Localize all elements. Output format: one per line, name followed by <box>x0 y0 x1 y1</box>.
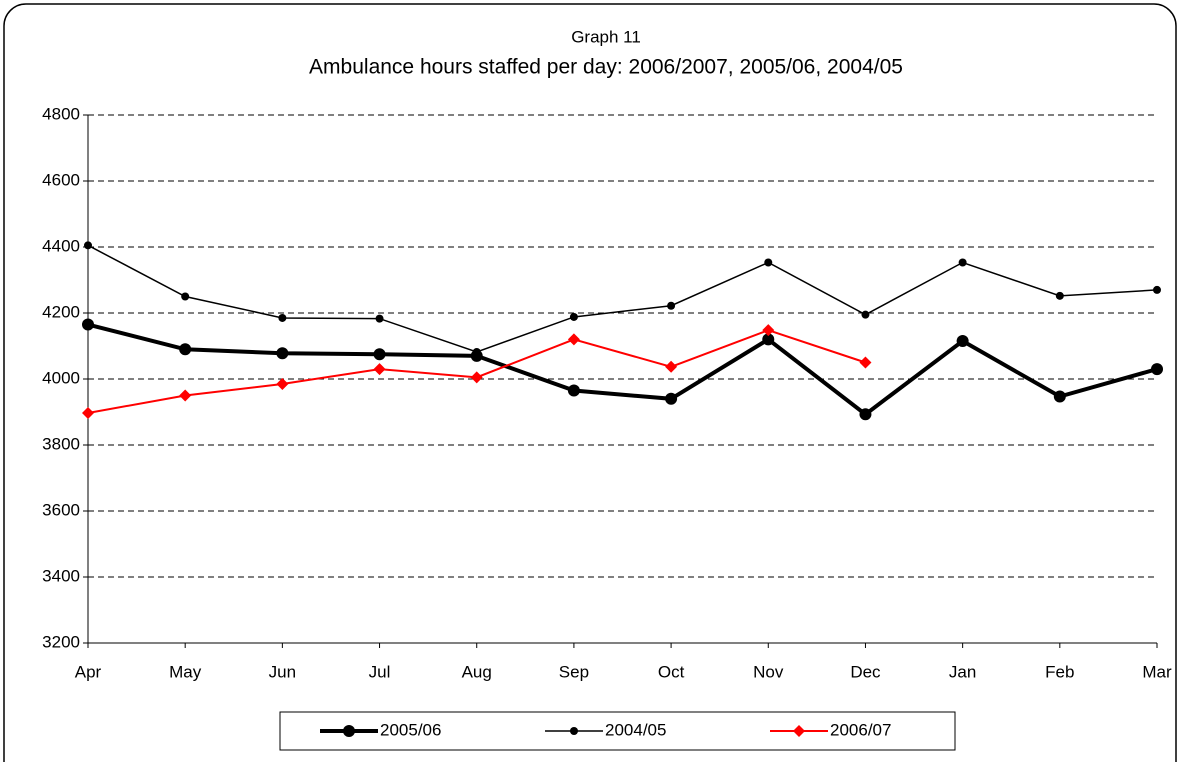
data-point <box>861 310 870 319</box>
data-point <box>181 292 190 301</box>
data-point <box>859 408 872 421</box>
data-point <box>1053 390 1066 403</box>
y-tick-label: 4200 <box>42 302 80 321</box>
y-tick-label: 4600 <box>42 170 80 189</box>
data-point <box>567 333 580 346</box>
data-point <box>276 347 289 360</box>
data-point <box>762 333 775 346</box>
data-point <box>82 318 94 331</box>
series-line <box>87 244 1158 353</box>
data-point <box>1153 285 1161 294</box>
x-tick-label: Feb <box>1045 662 1074 681</box>
legend-box <box>279 711 956 751</box>
x-tick-label: Dec <box>850 662 881 681</box>
data-point <box>179 389 192 402</box>
legend-marker <box>570 727 578 735</box>
legend-label: 2005/06 <box>380 720 441 739</box>
chart-subtitle: Graph 11 <box>571 27 641 46</box>
y-tick-label: 3800 <box>42 434 80 453</box>
x-tick-label: Aug <box>462 662 492 681</box>
data-point <box>278 313 287 322</box>
y-tick-label: 4000 <box>42 368 80 387</box>
x-tick-label: Jan <box>949 662 976 681</box>
data-point <box>179 343 192 356</box>
x-tick-label: Jul <box>369 662 391 681</box>
series-line <box>87 322 1158 417</box>
data-point <box>470 371 483 384</box>
data-point <box>762 324 775 337</box>
chart-border <box>3 3 1177 762</box>
data-point <box>375 314 384 323</box>
legend-label: 2006/07 <box>830 720 891 739</box>
data-point <box>859 356 872 369</box>
data-point <box>472 347 481 356</box>
y-tick-label: 3200 <box>42 632 80 651</box>
x-tick-label: Jun <box>269 662 296 681</box>
data-point <box>764 258 773 267</box>
data-point <box>84 241 92 250</box>
x-tick-label: Mar <box>1142 662 1172 681</box>
x-tick-label: Sep <box>559 662 589 681</box>
data-point <box>373 348 386 361</box>
data-point <box>569 312 578 321</box>
data-point <box>956 335 969 348</box>
data-point <box>276 377 289 390</box>
data-point <box>1151 363 1163 376</box>
data-point <box>667 301 676 310</box>
data-point <box>567 384 580 397</box>
x-tick-label: Oct <box>658 662 685 681</box>
legend-marker <box>793 725 805 737</box>
x-tick-label: Apr <box>75 662 102 681</box>
data-point <box>665 392 678 405</box>
data-point <box>82 406 94 419</box>
y-tick-label: 3400 <box>42 566 80 585</box>
x-tick-label: Nov <box>753 662 784 681</box>
chart-title: Ambulance hours staffed per day: 2006/20… <box>309 56 903 79</box>
y-tick-label: 4400 <box>42 236 80 255</box>
data-point <box>665 360 678 373</box>
x-tick-label: May <box>169 662 202 681</box>
legend-label: 2004/05 <box>605 720 666 739</box>
y-tick-label: 3600 <box>42 500 80 519</box>
data-point <box>373 363 386 376</box>
y-tick-label: 4800 <box>42 104 80 123</box>
legend-marker <box>343 725 355 737</box>
data-point <box>958 258 967 267</box>
data-point <box>1055 291 1064 300</box>
